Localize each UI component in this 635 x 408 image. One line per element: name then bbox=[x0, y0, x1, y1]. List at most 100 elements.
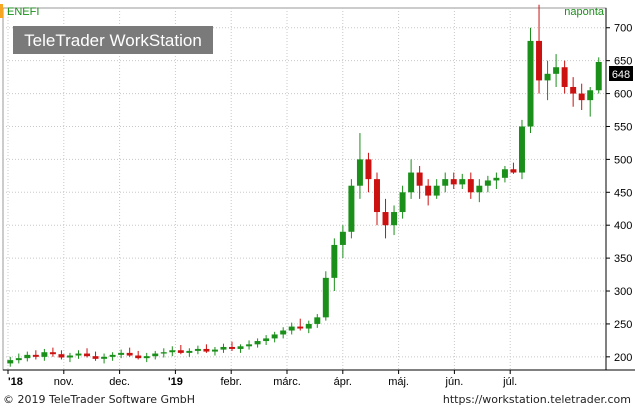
candle-body bbox=[203, 348, 210, 352]
candle-body bbox=[331, 244, 338, 278]
candle-body bbox=[288, 326, 295, 331]
y-tick-label: 350 bbox=[614, 253, 632, 265]
candle-body bbox=[339, 231, 346, 245]
candle-body bbox=[24, 354, 31, 359]
candle bbox=[263, 335, 270, 345]
candle bbox=[382, 198, 389, 239]
candle bbox=[374, 172, 380, 226]
candle-body bbox=[15, 358, 22, 361]
candle-body bbox=[374, 179, 380, 213]
candle-body bbox=[587, 90, 594, 101]
candle bbox=[246, 340, 253, 350]
candle bbox=[476, 179, 483, 203]
y-axis: 200 250 300 350 400 450 500 550 600 650 700 bbox=[605, 8, 632, 370]
symbol-marker bbox=[0, 4, 3, 18]
candle-body bbox=[297, 326, 304, 329]
candle-body bbox=[391, 212, 398, 226]
candle-body bbox=[408, 172, 415, 193]
y-tick-label: 600 bbox=[614, 89, 632, 101]
candle bbox=[425, 179, 432, 206]
candle-body bbox=[109, 354, 116, 357]
candle-body bbox=[570, 86, 577, 94]
x-tick-label: júl. bbox=[502, 376, 517, 388]
candle-body bbox=[237, 346, 244, 349]
x-tick-label: '18 bbox=[8, 376, 23, 388]
candle bbox=[75, 350, 82, 359]
candle-body bbox=[322, 277, 329, 318]
candle-body bbox=[442, 179, 449, 186]
candle-body bbox=[126, 352, 133, 356]
candle bbox=[229, 341, 235, 351]
candle-body bbox=[118, 352, 125, 355]
candle bbox=[484, 175, 491, 193]
candle-body bbox=[186, 350, 193, 353]
candle-body bbox=[49, 352, 56, 355]
x-tick-label: febr. bbox=[220, 376, 241, 388]
candle bbox=[92, 351, 99, 361]
candle bbox=[510, 162, 517, 174]
candle bbox=[58, 350, 65, 360]
candle-body bbox=[58, 354, 65, 358]
symbol-label: ENEFI bbox=[7, 6, 39, 18]
candle-body bbox=[382, 212, 389, 226]
candle bbox=[416, 165, 423, 199]
candle-body bbox=[416, 172, 423, 186]
y-tick-label: 450 bbox=[614, 187, 632, 199]
candle-body bbox=[211, 349, 218, 352]
chart-grid bbox=[2, 7, 607, 371]
candle-body bbox=[75, 353, 82, 356]
candle-body bbox=[152, 353, 159, 357]
candle-body bbox=[280, 330, 287, 335]
footer-url[interactable]: https://workstation.teletrader.com bbox=[442, 393, 631, 406]
candle-body bbox=[484, 180, 491, 186]
candle bbox=[109, 352, 116, 361]
y-tick-label: 250 bbox=[614, 319, 632, 331]
candle bbox=[135, 350, 142, 360]
candle bbox=[194, 345, 201, 355]
candle bbox=[271, 331, 278, 343]
candle-body bbox=[135, 355, 142, 359]
candle-body bbox=[493, 177, 500, 181]
candle-body bbox=[84, 353, 91, 357]
candle-body bbox=[518, 126, 525, 173]
candle bbox=[322, 271, 329, 321]
candle-body bbox=[553, 67, 560, 74]
x-tick-label: jún. bbox=[445, 376, 464, 388]
candle-body bbox=[254, 341, 261, 345]
y-tick-label: 300 bbox=[614, 286, 632, 298]
period-label: naponta bbox=[564, 6, 605, 18]
candle bbox=[553, 54, 560, 87]
candle-body bbox=[527, 40, 534, 127]
candle bbox=[126, 347, 133, 357]
candle-body bbox=[561, 67, 568, 87]
candle bbox=[527, 27, 534, 134]
candle bbox=[280, 327, 287, 339]
copyright-text: © 2019 TeleTrader Software GmbH bbox=[3, 393, 196, 406]
watermark-text: TeleTrader WorkStation bbox=[24, 31, 202, 50]
candle bbox=[143, 352, 150, 363]
candle-body bbox=[467, 179, 474, 193]
candle bbox=[297, 318, 304, 331]
candle bbox=[493, 172, 500, 189]
price-chart[interactable]: TeleTrader WorkStation 200 250 300 350 400 45… bbox=[0, 0, 635, 392]
candle bbox=[152, 350, 159, 360]
candle bbox=[84, 348, 91, 358]
candle-body bbox=[595, 61, 602, 91]
candle-body bbox=[246, 344, 253, 347]
candles bbox=[7, 4, 602, 367]
candle-body bbox=[169, 350, 176, 353]
candle bbox=[356, 133, 363, 199]
candle-body bbox=[450, 179, 457, 185]
candle bbox=[15, 353, 22, 364]
candle bbox=[41, 348, 48, 361]
candle-body bbox=[305, 323, 312, 329]
candle bbox=[7, 356, 14, 367]
candle bbox=[561, 60, 568, 94]
candle bbox=[587, 86, 594, 117]
candle bbox=[442, 172, 449, 193]
last-price-badge: 648 bbox=[609, 66, 633, 81]
candle bbox=[459, 173, 466, 189]
candle bbox=[595, 57, 602, 94]
candle-body bbox=[399, 192, 406, 213]
candle bbox=[305, 320, 312, 334]
